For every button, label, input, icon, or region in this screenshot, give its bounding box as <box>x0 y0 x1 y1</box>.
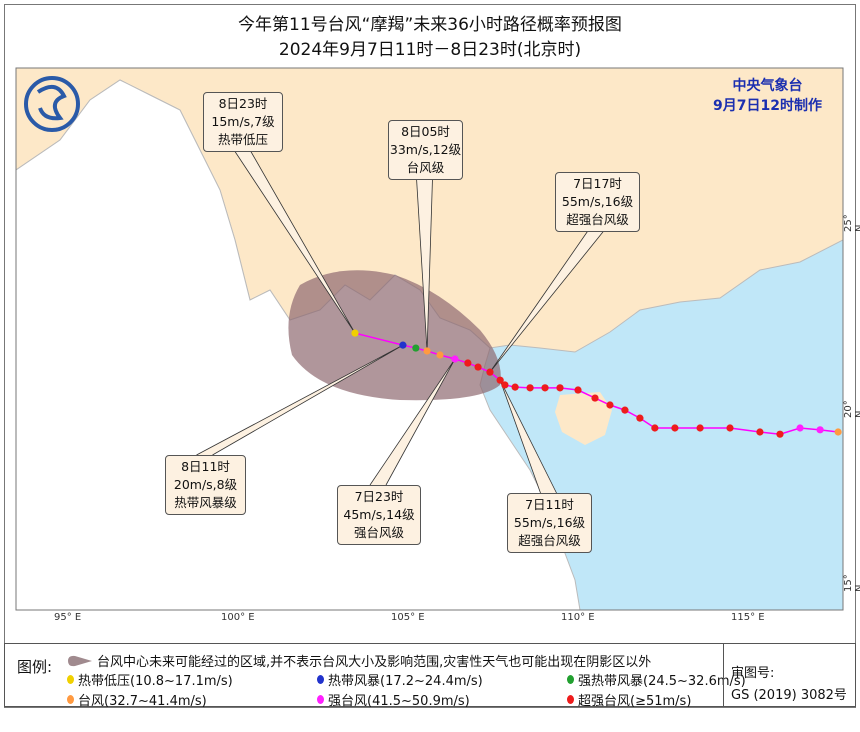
label-time: 8日23时 <box>218 96 268 111</box>
legend-item-label: 热带风暴(17.2~24.4m/s) <box>328 674 483 689</box>
track-point-orange <box>834 428 842 436</box>
legend-item: 强热带风暴(24.5~32.6m/s) <box>567 670 746 689</box>
label-time: 7日23时 <box>354 489 404 504</box>
track-point-red <box>636 414 644 422</box>
label-wind: 15m/s,7级 <box>211 114 275 129</box>
track-point-red <box>556 384 564 392</box>
track-point-blue <box>399 341 407 349</box>
legend-item-label: 超强台风(≥51m/s) <box>578 694 692 709</box>
legend-item-label: 强热带风暴(24.5~32.6m/s) <box>578 674 746 689</box>
track-point-magenta <box>451 355 459 363</box>
issuer-name: 中央气象台 <box>732 78 803 94</box>
track-point-red <box>776 430 784 438</box>
track-point-magenta <box>796 424 804 432</box>
lon-label: 95° E <box>54 612 82 623</box>
legend-item: 热带风暴(17.2~24.4m/s) <box>317 670 483 689</box>
lon-label: 105° E <box>391 612 425 623</box>
track-point-magenta <box>816 426 824 434</box>
track-point-red <box>621 406 629 414</box>
track-point-red <box>574 386 582 394</box>
track-point-red <box>756 428 764 436</box>
forecast-label-box: 7日23时 45m/s,14级 强台风级 <box>337 485 421 545</box>
lat-label: 15° N <box>843 574 860 592</box>
track-point-green <box>412 344 420 352</box>
label-time: 7日11时 <box>525 497 574 512</box>
track-point-red <box>651 424 659 432</box>
track-point-red <box>671 424 679 432</box>
track-point-red <box>591 394 599 402</box>
track-point-red <box>511 383 519 391</box>
legend: 图例: 台风中心未来可能经过的区域,并不表示台风大小及影响范围,灾害性天气也可能… <box>4 643 856 709</box>
frame <box>4 4 856 708</box>
forecast-label-box: 8日05时 33m/s,12级 台风级 <box>388 120 463 180</box>
label-time: 8日05时 <box>401 124 450 139</box>
legend-item: 强台风(41.5~50.9m/s) <box>317 690 470 709</box>
label-time: 8日11时 <box>181 459 230 474</box>
lat-label: 20° N <box>843 400 860 418</box>
issue-time: 9月7日12时制作 <box>713 98 822 114</box>
typhoon-symbol-icon <box>67 675 74 684</box>
legend-item: 台风(32.7~41.4m/s) <box>67 690 207 709</box>
track-point-yellow <box>351 329 359 337</box>
track-point-red <box>696 424 704 432</box>
title-line2: 2024年9月7日11时－8日23时(北京时) <box>278 40 582 60</box>
label-time: 7日17时 <box>573 176 622 191</box>
land-hainan <box>555 392 612 445</box>
label-grade: 台风级 <box>406 160 445 175</box>
track-point-red <box>486 368 494 376</box>
label-grade: 热带低压 <box>217 132 268 147</box>
label-grade: 超强台风级 <box>566 212 629 227</box>
title-line1: 今年第11号台风“摩羯”未来36小时路径概率预报图 <box>238 15 622 35</box>
forecast-label-box: 7日11时 55m/s,16级 超强台风级 <box>507 493 592 553</box>
label-wind: 33m/s,12级 <box>389 142 462 157</box>
forecast-label-box: 7日17时 55m/s,16级 超强台风级 <box>555 172 640 232</box>
legend-item-label: 台风(32.7~41.4m/s) <box>78 694 207 709</box>
typhoon-symbol-icon <box>567 675 574 684</box>
logo <box>24 76 80 132</box>
label-wind: 20m/s,8级 <box>173 477 238 492</box>
legend-item: 热带低压(10.8~17.1m/s) <box>67 670 233 689</box>
typhoon-symbol-icon <box>567 695 574 704</box>
label-grade: 超强台风级 <box>518 533 581 548</box>
issuer: 中央气象台 9月7日12时制作 <box>713 76 822 116</box>
label-grade: 热带风暴级 <box>174 495 237 510</box>
legend-title: 图例: <box>17 658 53 676</box>
typhoon-symbol-icon <box>317 695 324 704</box>
review-label: 审图号: <box>731 666 775 681</box>
lon-label: 110° E <box>561 612 595 623</box>
track-point-red <box>474 363 482 371</box>
legend-cone: 台风中心未来可能经过的区域,并不表示台风大小及影响范围,灾害性天气也可能出现在阴… <box>67 651 651 670</box>
track-point-red <box>526 384 534 392</box>
track-point-orange <box>436 351 444 359</box>
forecast-label-box: 8日11时 20m/s,8级 热带风暴级 <box>165 455 246 515</box>
forecast-label-box: 8日23时 15m/s,7级 热带低压 <box>203 92 283 152</box>
track-point-red <box>464 359 472 367</box>
legend-cone-text: 台风中心未来可能经过的区域,并不表示台风大小及影响范围,灾害性天气也可能出现在阴… <box>97 655 652 670</box>
track-point-orange <box>423 347 431 355</box>
map-border <box>15 67 844 611</box>
typhoon-symbol-icon <box>67 695 74 704</box>
track-point-red <box>496 376 504 384</box>
track-point-red <box>726 424 734 432</box>
track-points <box>351 329 842 438</box>
label-wind: 45m/s,14级 <box>343 507 415 522</box>
label-wind: 55m/s,16级 <box>561 194 634 209</box>
legend-item: 超强台风(≥51m/s) <box>567 690 691 709</box>
typhoon-symbol-icon <box>317 675 324 684</box>
legend-item-label: 强台风(41.5~50.9m/s) <box>328 694 470 709</box>
track-point-red <box>541 384 549 392</box>
legend-divider <box>723 644 724 706</box>
track-point-red <box>606 401 614 409</box>
legend-item-label: 热带低压(10.8~17.1m/s) <box>78 674 233 689</box>
lat-label: 25° N <box>843 214 860 232</box>
label-wind: 55m/s,16级 <box>513 515 586 530</box>
review-number: GS (2019) 3082号 <box>731 688 847 703</box>
track-point-red <box>501 381 509 389</box>
probability-cone <box>288 270 501 401</box>
label-grade: 强台风级 <box>353 525 404 540</box>
lon-label: 115° E <box>731 612 765 623</box>
lon-label: 100° E <box>221 612 255 623</box>
